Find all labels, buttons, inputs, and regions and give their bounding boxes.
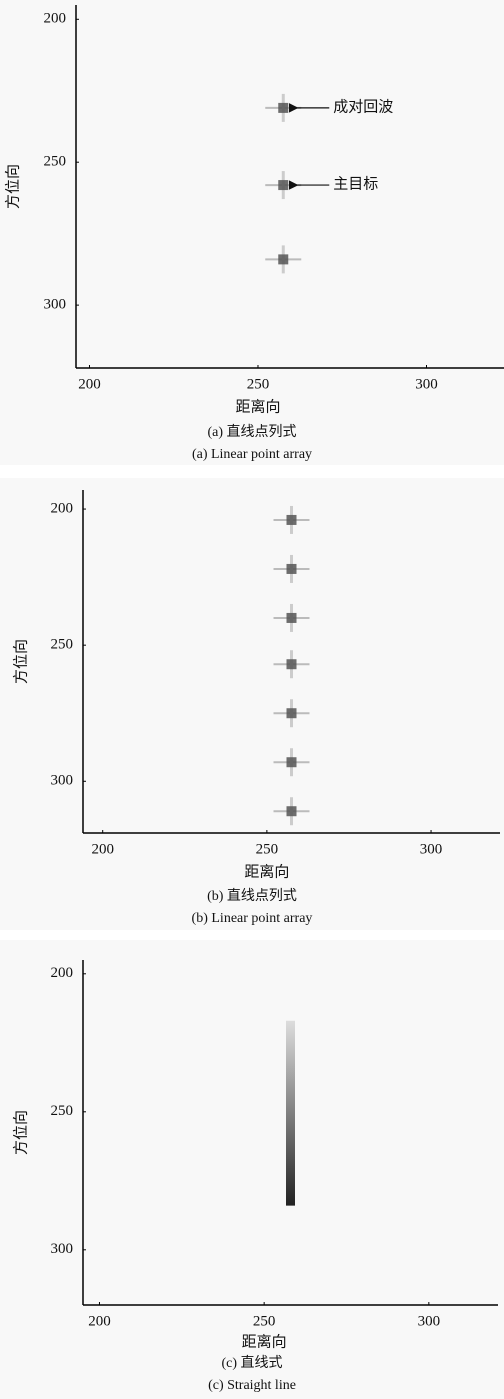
target-point [278,254,289,265]
target-point [286,757,297,768]
target-point [278,180,289,191]
caption-english: (c) Straight line [208,1378,296,1393]
y-axis-label: 方位向 [4,164,21,209]
x-axis-label: 距离向 [244,863,289,880]
target-point [278,102,289,113]
x-tick-label: 300 [420,841,443,857]
y-tick-label: 200 [51,500,74,516]
target-point [286,563,297,574]
y-axis-label: 方位向 [12,1110,29,1155]
y-tick-label: 300 [51,1241,74,1257]
x-axis-label: 距离向 [242,1333,287,1350]
y-tick-label: 200 [51,965,74,981]
panel-background [0,940,504,1399]
y-tick-label: 300 [44,297,67,313]
x-tick-label: 250 [247,376,270,392]
y-tick-label: 250 [51,1103,74,1119]
target-point [286,708,297,719]
x-axis-label: 距离向 [235,398,280,415]
x-tick-label: 250 [256,841,279,857]
caption: (c) 直线式 [221,1354,282,1371]
y-axis-label: 方位向 [12,639,29,684]
target-point [286,514,297,525]
x-tick-label: 300 [418,1313,441,1329]
y-tick-label: 200 [44,11,67,27]
target-point [286,659,297,670]
annotation: 主目标 [333,176,378,193]
x-tick-label: 250 [253,1313,276,1329]
x-tick-label: 300 [415,376,438,392]
x-tick-label: 200 [78,376,101,392]
panel-background [0,478,504,930]
target-point [286,806,297,817]
target-point [286,612,297,623]
caption: (a) 直线点列式 [207,423,296,440]
y-tick-label: 250 [44,154,67,170]
x-tick-label: 200 [88,1313,111,1329]
annotation: 成对回波 [333,98,393,115]
caption: (b) 直线点列式 [207,887,297,904]
x-tick-label: 200 [91,841,114,857]
panel-background [0,0,504,465]
caption-english: (b) Linear point array [192,911,313,926]
y-tick-label: 300 [51,773,74,789]
y-tick-label: 250 [51,637,74,653]
caption-english: (a) Linear point array [192,447,312,462]
